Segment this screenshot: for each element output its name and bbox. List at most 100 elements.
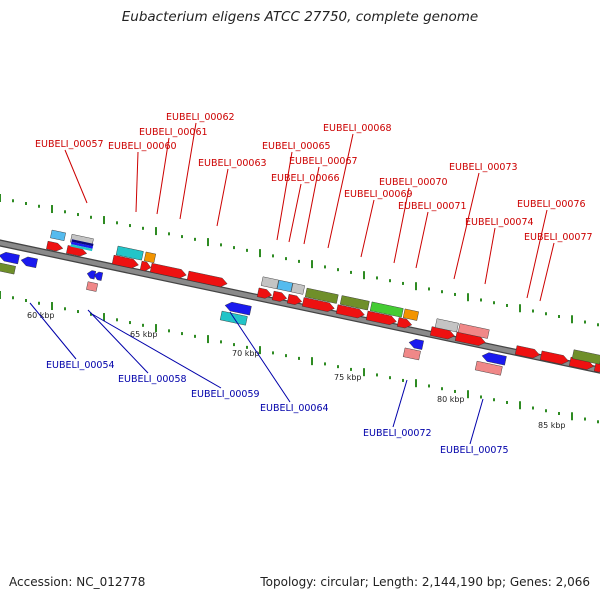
gene-leader-line [469,398,484,445]
gene-label: EUBELI_00057 [35,139,104,150]
gene-feature [20,256,38,269]
gene-label: EUBELI_00070 [379,177,448,188]
gene-feature [339,295,370,311]
gene-label: EUBELI_00075 [440,445,509,456]
gene-label: EUBELI_00077 [524,232,593,243]
gene-label: EUBELI_00061 [139,127,208,138]
gene-feature [276,279,293,293]
gene-feature [539,350,569,365]
gene-feature [593,362,600,373]
gene-leader-line [64,149,88,204]
gene-feature [335,304,365,319]
map-title: Eubacterium eligens ATCC 27750, complete… [121,9,479,25]
gene-feature [86,270,97,280]
gene-leader-line [135,151,139,213]
gene-feature-stripe [71,239,94,247]
gene-leader-line [327,133,354,249]
gene-feature [50,229,66,241]
gene-label: EUBELI_00060 [108,141,177,152]
gene-feature-stripes [70,239,94,252]
gene-leader-line [393,187,410,264]
gene-feature [271,290,288,302]
gene-label: EUBELI_00069 [344,189,413,200]
gene-feature [86,281,99,292]
gene-leader-line [453,172,480,280]
gene-leader-line [156,137,170,215]
gene-leader-line [415,211,429,269]
gene-leader-line [526,209,548,299]
gene-leader-line [303,166,320,245]
gene-feature [143,251,157,264]
gene-feature [408,338,424,350]
gene-features [0,229,600,376]
gene-label: EUBELI_00064 [260,403,329,414]
gene-label: EUBELI_00059 [191,389,260,400]
gene-feature [0,262,16,275]
scale-label: 80 kbp [437,395,465,404]
gene-label: EUBELI_00066 [271,173,340,184]
scale-label: 65 kbp [130,330,158,339]
gene-leader-line [29,302,77,360]
gene-feature [186,270,228,288]
gene-feature [304,287,339,304]
gene-label: EUBELI_00062 [166,112,235,123]
tick-row-bottom-outer [0,291,599,424]
scale-label: 75 kbp [334,373,362,382]
gene-label: EUBELI_00074 [465,217,534,228]
gene-leader-line [179,122,197,220]
gene-feature [474,360,503,376]
gene-leader-line [288,183,302,243]
gene-feature-stripe [70,244,93,252]
gene-leader-line [87,309,149,374]
gene-label: EUBELI_00068 [323,123,392,134]
scale-label: 85 kbp [538,421,566,430]
gene-label: EUBELI_00076 [517,199,586,210]
gene-feature [402,308,419,321]
gene-feature-stripe [70,241,94,249]
gene-feature [286,294,303,305]
genome-stats-label: Topology: circular; Length: 2,144,190 bp… [260,575,590,589]
gene-leader-line [484,227,496,285]
gene-label: EUBELI_00067 [289,156,358,167]
gene-leader-line [91,313,222,389]
gene-leader-line [539,242,555,302]
gene-feature [256,287,273,299]
gene-label: EUBELI_00054 [46,360,115,371]
gene-label: EUBELI_00073 [449,162,518,173]
gene-feature [260,276,279,290]
gene-feature [0,252,20,265]
gene-feature [402,347,421,361]
gene-label: EUBELI_00065 [262,141,331,152]
gene-feature [396,317,413,329]
gene-feature [369,301,404,318]
gene-label: EUBELI_00072 [363,428,432,439]
gene-labels-top: EUBELI_00057 EUBELI_00060 EUBELI_00061 EUBE… [35,112,593,302]
gene-label: EUBELI_00058 [118,374,187,385]
gene-leader-line [392,379,408,428]
gene-leader-line [216,168,229,227]
gene-labels-bottom: EUBELI_00054EUBELI_00058EUBELI_00059EUBE… [29,302,509,456]
gene-feature [434,318,459,333]
gene-leader-line [276,151,293,241]
gene-leader-line [360,199,375,258]
gene-feature [224,301,252,316]
gene-feature [115,245,144,261]
gene-feature [514,345,540,359]
tick-row-top-outer [0,194,599,327]
gene-feature [365,310,397,326]
gene-feature [290,282,305,295]
gene-feature [457,323,490,339]
gene-feature [139,260,152,272]
gene-label: EUBELI_00071 [398,201,467,212]
backbone [0,240,600,373]
gene-feature [46,240,64,252]
gene-feature [111,254,139,269]
scale-label: 70 kbp [232,349,260,358]
gene-leader-line [229,311,291,403]
gene-feature [481,352,507,366]
gene-feature [93,271,104,281]
gene-feature [149,262,187,279]
gene-label: EUBELI_00063 [198,158,267,169]
accession-label: Accession: NC_012778 [9,575,146,589]
